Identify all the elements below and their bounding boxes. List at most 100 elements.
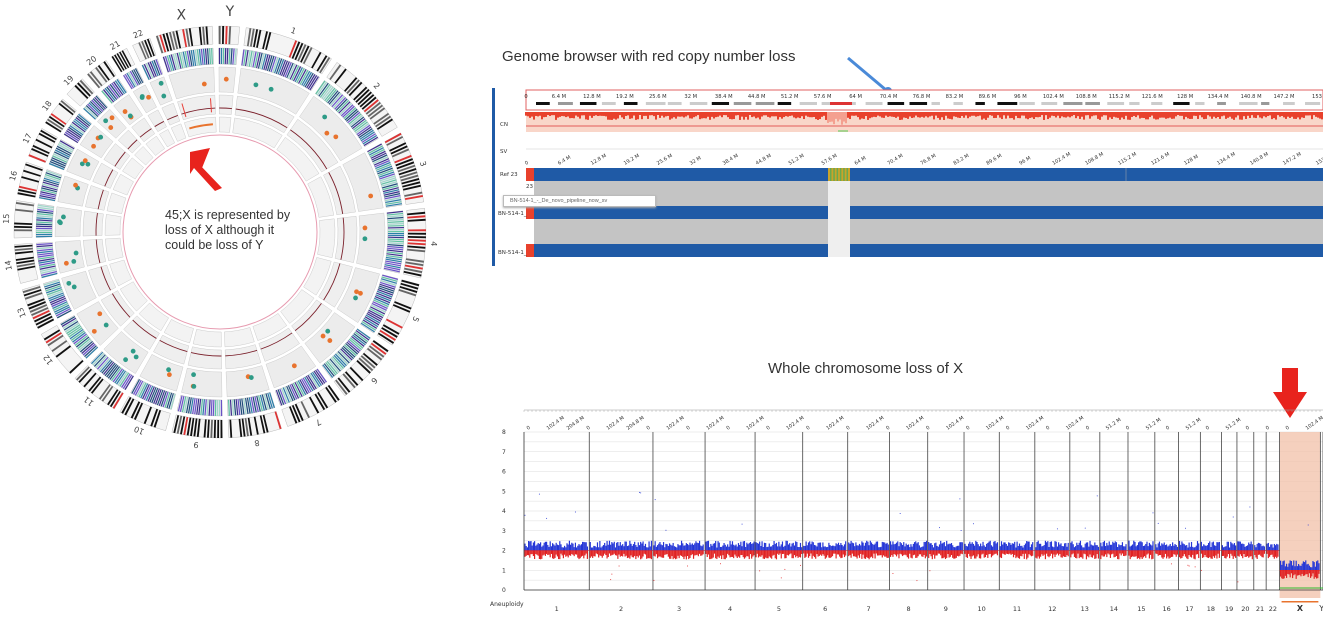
top-tick: 0: [526, 425, 532, 432]
chrom-label-22: 22: [132, 28, 145, 40]
y-tick: 5: [502, 488, 506, 495]
sv-ring-3: [307, 176, 335, 218]
y-axis-label: Aneuploidy: [490, 601, 524, 608]
y-tick: 3: [502, 528, 506, 535]
sv-tick: 147.2 M: [1282, 151, 1303, 166]
chromosome-label-6: 6: [823, 605, 827, 613]
sv-ring-19: [134, 146, 154, 166]
y-tick: 2: [502, 548, 506, 555]
dot-ring-X: [168, 66, 215, 100]
ruler-tick: 96 M: [1014, 94, 1027, 100]
chrom-label-16: 16: [8, 170, 19, 182]
ruler-tick: 12.8 M: [583, 94, 601, 100]
ruler-tick: 38.4 M: [715, 94, 733, 100]
dot-ring-22: [149, 76, 173, 106]
ruler-tick: 147.2 M: [1274, 94, 1295, 100]
ruler-tick: 83.2 M: [946, 94, 964, 100]
chromosome-label-11: 11: [1013, 605, 1021, 613]
chrom-label-17: 17: [21, 132, 34, 145]
ideogram-7: [281, 384, 341, 427]
chromosome-label-15: 15: [1137, 605, 1145, 613]
cnv-ring-Y: [218, 94, 234, 115]
chromosome-label-5: 5: [777, 605, 781, 613]
ruler-tick: 25.6 M: [649, 94, 667, 100]
chromosome-label-21: 21: [1256, 605, 1264, 613]
circos-note: 45;X is represented by loss of X althoug…: [165, 208, 291, 252]
top-tick: 51.2 M: [1185, 417, 1202, 432]
ref-number: 23: [526, 184, 533, 190]
top-tick: 102.4 M: [606, 415, 626, 432]
top-tick: 102.4 M: [745, 415, 765, 432]
top-tick: 0: [586, 425, 592, 432]
whole-chromosome-caption: Whole chromosome loss of X: [768, 360, 964, 377]
sv-tick: 153: [1315, 157, 1323, 167]
sv-ring-17: [112, 173, 134, 196]
ruler-tick: 108.8 M: [1076, 94, 1097, 100]
gray-row-1: [534, 181, 1323, 206]
sample1-label: BN-514-1_: [498, 211, 527, 217]
ruler: [525, 89, 1323, 111]
cnv-ring-X: [177, 94, 216, 121]
ruler-tick: 32 M: [684, 94, 697, 100]
cnv-ring-7: [258, 327, 300, 362]
cnv-ring-16: [85, 185, 110, 211]
cnv-ring-22: [161, 102, 181, 126]
chromosome-label-X: X: [1297, 604, 1304, 613]
top-tick: 0: [885, 425, 891, 432]
chrom-label-10: 10: [133, 424, 146, 436]
chrom-label-12: 12: [42, 353, 55, 367]
sv-ring-2: [276, 136, 320, 182]
chrom-label-4: 4: [429, 241, 438, 247]
cnv-ring-14: [82, 238, 107, 267]
ideogram-15: [13, 200, 35, 239]
ref-track-label: Ref 23: [500, 172, 518, 178]
ruler-tick: 0: [524, 94, 527, 100]
sv-tick: 89.6 M: [985, 153, 1003, 167]
dot-ring-15: [54, 206, 82, 238]
ruler-tick: 128 M: [1177, 94, 1193, 100]
chromosome-label-22: 22: [1269, 605, 1277, 613]
red-arrow-icon: [190, 148, 222, 191]
sv-tick: 19.2 M: [623, 153, 641, 167]
cnv-ring-13: [88, 264, 117, 297]
sv-tick: 51.2 M: [788, 153, 806, 167]
genome-browser: 0 6.4 M 12.8 M 19.2 M 25.6 M 32 M 38.4 M 44.8 M…: [492, 88, 1323, 266]
gray-row-2: [534, 219, 1323, 244]
top-tick: 102.4 M: [705, 415, 725, 432]
sv-ring-20: [145, 135, 166, 156]
cnv-ring-11: [123, 315, 160, 350]
ruler-tick: 51.2 M: [781, 94, 799, 100]
chromosome-label-17: 17: [1185, 605, 1193, 613]
sv-tick: 102.4 M: [1051, 151, 1072, 166]
sv-ring-21: [159, 129, 176, 148]
sv-ring-1: [232, 117, 283, 149]
sv-ring-7: [252, 313, 288, 341]
chromosome-label-2: 2: [619, 605, 623, 613]
sv-ring-6: [280, 289, 315, 324]
x-loss-line: [189, 123, 214, 130]
genome-browser-caption: Genome browser with red copy number loss: [502, 48, 796, 65]
cnv-ring-5: [318, 261, 353, 308]
top-tick: 0: [1005, 425, 1011, 432]
sv-tick: 0: [524, 160, 530, 167]
top-tick: 102.4 M: [785, 415, 805, 432]
top-tick: 0: [725, 425, 731, 432]
chrom-label-14: 14: [3, 260, 13, 271]
cnv-ring-20: [131, 117, 156, 143]
top-tick: 0: [1045, 425, 1051, 432]
cnv-ring-15: [82, 210, 104, 237]
chrom-label-13: 13: [16, 306, 28, 319]
ruler-tick: 76.8 M: [913, 94, 931, 100]
ruler-tick: 115.2 M: [1109, 94, 1130, 100]
dot-ring-13: [61, 270, 97, 310]
top-tick: 102.4 M: [945, 415, 965, 432]
ruler-tick: 134.4 M: [1208, 94, 1229, 100]
ruler-tick: 44.8 M: [748, 94, 766, 100]
sv-tick: 83.2 M: [952, 153, 970, 167]
sv-tick: 96 M: [1018, 155, 1032, 166]
sv-ring-13: [109, 259, 133, 287]
ideogram-12: [40, 325, 84, 375]
sv-tick: 25.6 M: [656, 153, 674, 167]
cnv-ring-9: [187, 346, 222, 370]
